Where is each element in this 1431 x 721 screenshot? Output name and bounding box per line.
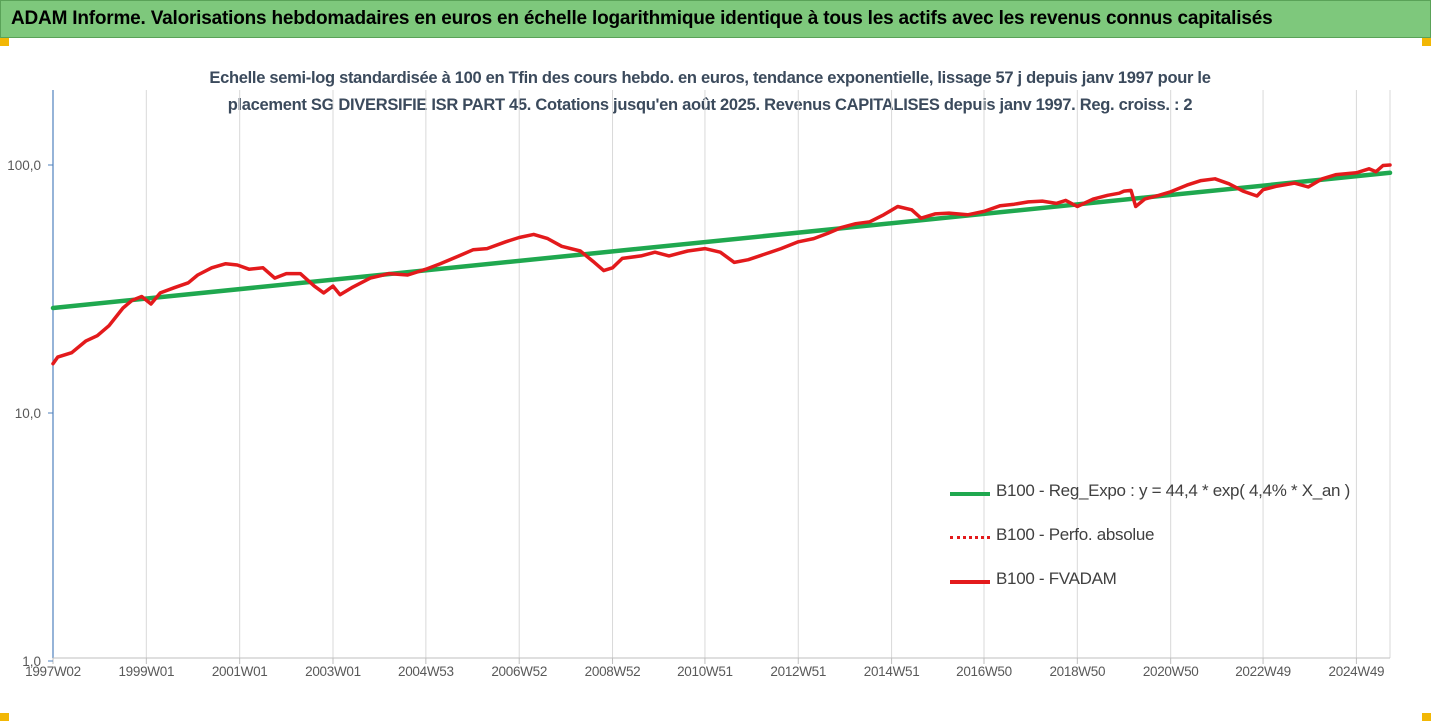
corner-marker-top-right (1422, 38, 1431, 46)
legend-swatch-perfo (950, 536, 990, 539)
x-tick-label: 2020W50 (1143, 664, 1199, 679)
legend-item-perfo: B100 - Perfo. absolue (950, 524, 1390, 568)
chart-area: Echelle semi-log standardisée à 100 en T… (0, 38, 1431, 721)
y-tick-label: 100,0 (7, 158, 41, 173)
corner-marker-bottom-left (0, 713, 9, 721)
x-tick-label: 2022W49 (1235, 664, 1291, 679)
x-tick-label: 2012W51 (770, 664, 826, 679)
series (50, 163, 1393, 366)
legend-item-regression: B100 - Reg_Expo : y = 44,4 * exp( 4,4% *… (950, 480, 1390, 524)
y-tick-label: 1,0 (22, 654, 41, 669)
legend-label-perfo: B100 - Perfo. absolue (996, 525, 1155, 544)
line-chart: 1997W02 1999W01 2001W01 2003W01 2004W53 2006W… (7, 90, 1393, 679)
x-tick-label: 2018W50 (1049, 664, 1105, 679)
y-tick-label: 10,0 (15, 406, 41, 421)
gridlines (145, 90, 1391, 658)
legend-item-fvadam: B100 - FVADAM (950, 568, 1390, 612)
report-banner: ADAM Informe. Valorisations hebdomadaire… (0, 0, 1431, 38)
series-regression-line (50, 170, 1393, 311)
x-tick-label: 2014W51 (864, 664, 920, 679)
legend-swatch-regression (950, 492, 990, 496)
chart-title-line-2: placement SG DIVERSIFIE ISR PART 45. Cot… (227, 96, 1193, 114)
x-tick-label: 2010W51 (677, 664, 733, 679)
chart-legend: B100 - Reg_Expo : y = 44,4 * exp( 4,4% *… (950, 480, 1390, 612)
corner-marker-bottom-right (1422, 713, 1431, 721)
x-tick-label: 2004W53 (398, 664, 454, 679)
legend-label-fvadam: B100 - FVADAM (996, 569, 1117, 588)
corner-marker-top-left (0, 38, 9, 46)
legend-label-regression: B100 - Reg_Expo : y = 44,4 * exp( 4,4% *… (996, 481, 1350, 500)
axes (48, 90, 1390, 664)
x-tick-label: 2001W01 (212, 664, 268, 679)
chart-title-line-1: Echelle semi-log standardisée à 100 en T… (209, 69, 1211, 87)
report-title: ADAM Informe. Valorisations hebdomadaire… (11, 8, 1273, 29)
tick-labels: 1997W02 1999W01 2001W01 2003W01 2004W53 2006W… (7, 158, 1384, 679)
x-tick-label: 2008W52 (585, 664, 641, 679)
legend-swatch-fvadam (950, 580, 990, 584)
x-tick-label: 2016W50 (956, 664, 1012, 679)
x-tick-label: 2003W01 (305, 664, 361, 679)
series-fvadam-line (51, 163, 1392, 366)
x-tick-label: 2006W52 (491, 664, 547, 679)
x-tick-label: 2024W49 (1329, 664, 1385, 679)
x-tick-label: 1997W02 (25, 664, 81, 679)
x-tick-label: 1999W01 (118, 664, 174, 679)
chart-title: Echelle semi-log standardisée à 100 en T… (170, 65, 1250, 119)
